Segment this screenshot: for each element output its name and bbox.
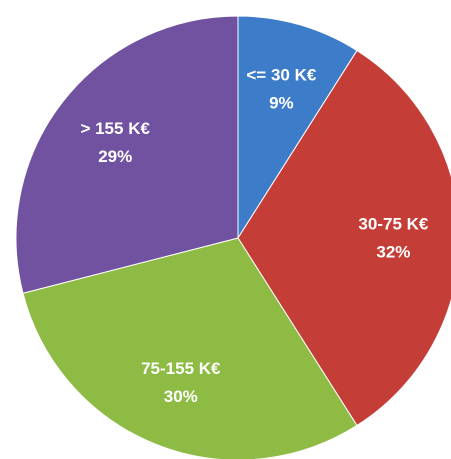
pie-slice [15,15,239,294]
slice-value-label: 9% [269,93,294,112]
slice-value-label: 29% [98,147,132,166]
slice-value-label: 30% [164,387,198,406]
slice-category-label: <= 30 K€ [246,65,316,84]
slice-category-label: 30-75 K€ [358,214,428,233]
pie-slice [22,237,358,459]
slice-value-label: 32% [376,242,410,261]
slice-category-label: 75-155 K€ [141,359,221,378]
pie-slice [237,49,451,427]
slice-category-label: > 155 K€ [80,119,150,138]
pie-slice [237,15,358,240]
